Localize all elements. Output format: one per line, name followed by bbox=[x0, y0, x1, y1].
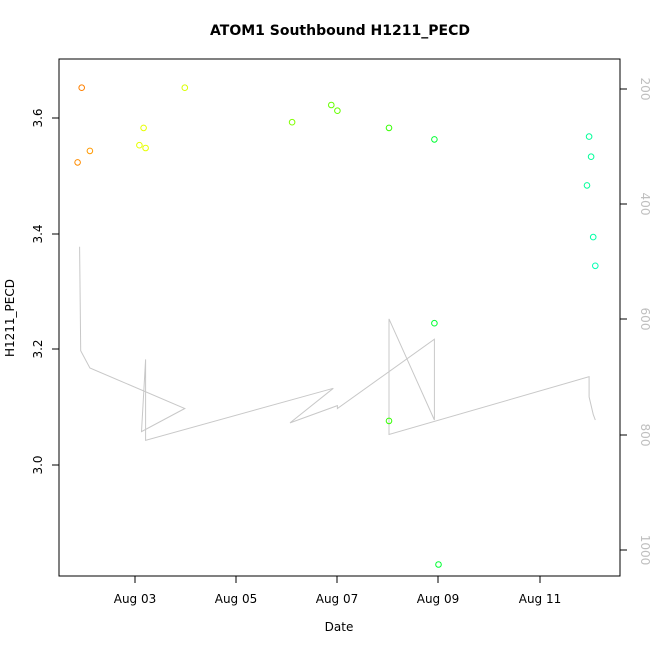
y2-tick-label: 400 bbox=[638, 193, 650, 216]
x-tick-label: Aug 05 bbox=[215, 592, 258, 606]
data-point bbox=[86, 147, 94, 155]
data-point bbox=[385, 417, 393, 425]
data-point bbox=[592, 262, 599, 270]
data-point bbox=[435, 561, 442, 568]
y-tick-label: 3.6 bbox=[31, 108, 45, 127]
x-tick-label: Aug 03 bbox=[114, 592, 157, 606]
data-point bbox=[589, 233, 597, 241]
points-series-layer bbox=[74, 84, 599, 568]
y-tick-label: 3.2 bbox=[31, 339, 45, 358]
chart-title: ATOM1 Southbound H1211_PECD bbox=[210, 23, 470, 39]
y-tick-label: 3.0 bbox=[31, 455, 45, 474]
x-axis-label: Date bbox=[325, 620, 354, 634]
data-point bbox=[583, 182, 591, 189]
data-point bbox=[288, 118, 296, 126]
data-point bbox=[431, 319, 438, 327]
y2-tick-label: 200 bbox=[638, 78, 650, 101]
data-point bbox=[585, 133, 593, 140]
y2-tick-label: 600 bbox=[638, 308, 650, 331]
data-point bbox=[328, 101, 335, 109]
data-point bbox=[142, 144, 149, 152]
data-point bbox=[431, 136, 438, 143]
x-axis: Aug 03 Aug 05 Aug 07 Aug 09 Aug 11 Date bbox=[114, 575, 562, 634]
data-point bbox=[587, 153, 595, 160]
y-tick-label: 3.4 bbox=[31, 224, 45, 243]
line-series-layer bbox=[79, 246, 596, 441]
x-tick-label: Aug 07 bbox=[316, 592, 359, 606]
y2-tick-label: 1000 bbox=[638, 535, 650, 566]
data-point bbox=[334, 107, 341, 114]
data-point bbox=[181, 84, 189, 91]
data-point bbox=[136, 141, 143, 149]
y-axis-label: H1211_PECD bbox=[3, 279, 17, 357]
line-series-path bbox=[79, 246, 596, 441]
data-point bbox=[78, 84, 85, 91]
x-tick-label: Aug 11 bbox=[519, 592, 562, 606]
data-point bbox=[140, 124, 147, 132]
y2-tick-label: 800 bbox=[638, 424, 650, 447]
x-tick-label: Aug 09 bbox=[417, 592, 460, 606]
data-point bbox=[385, 124, 393, 132]
y2-axis: 200 400 600 800 1000 bbox=[619, 78, 650, 566]
data-point bbox=[74, 159, 81, 166]
y-axis: 3.0 3.2 3.4 3.6 H1211_PECD bbox=[3, 108, 60, 475]
